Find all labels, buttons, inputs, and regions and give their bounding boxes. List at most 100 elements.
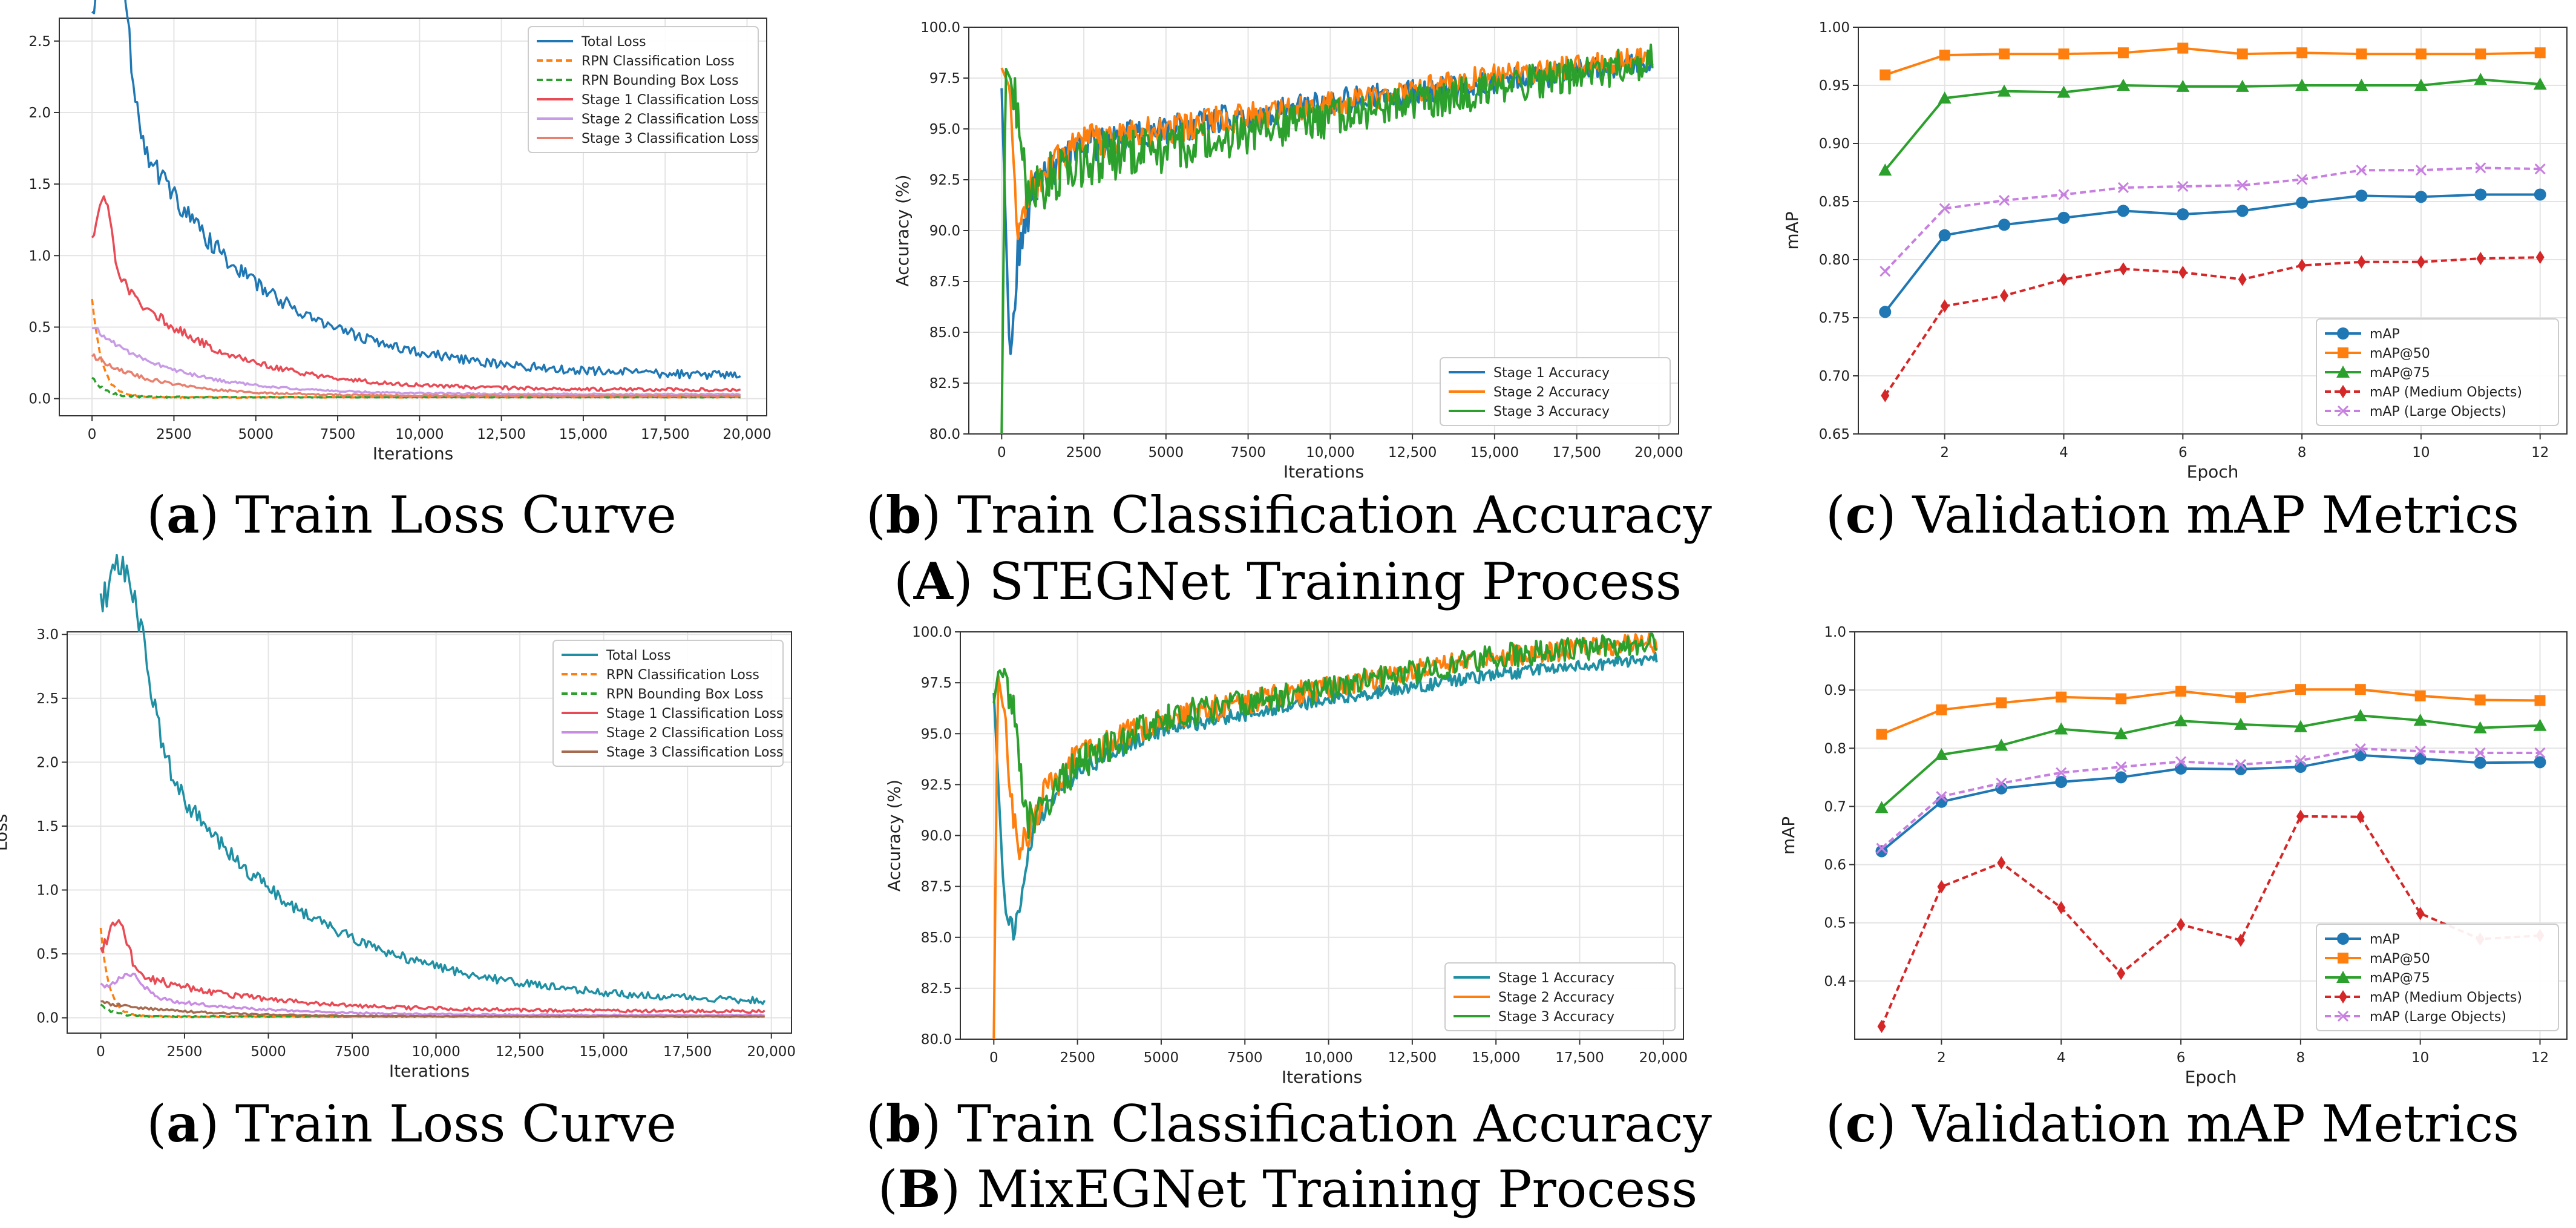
data-point-map-large-objects xyxy=(1880,266,1891,277)
legend-marker-map xyxy=(2337,933,2349,945)
legend-label-stage-1-classification-loss: Stage 1 Classification Loss xyxy=(606,706,783,721)
data-point-map-medium-objects xyxy=(2298,258,2307,272)
x-tick-label: 10,000 xyxy=(411,1044,460,1060)
y-tick-label: 1.0 xyxy=(36,883,59,899)
x-tick-label: 17,500 xyxy=(641,427,689,442)
y-tick-label: 90.0 xyxy=(929,223,960,239)
legend-marker-map xyxy=(2337,327,2349,340)
data-point-map-75 xyxy=(2235,79,2249,92)
data-point-map-75 xyxy=(2054,722,2068,735)
legend-label-stage-2-accuracy: Stage 2 Accuracy xyxy=(1498,990,1614,1005)
data-point-map-75 xyxy=(2295,79,2309,91)
data-point-map-75 xyxy=(2174,714,2188,727)
data-point-map-50 xyxy=(2356,48,2367,60)
legend-label-map-medium-objects: mAP (Medium Objects) xyxy=(2370,990,2522,1005)
x-tick-label: 12,500 xyxy=(1388,1050,1437,1066)
caption-mixegnet-accuracy: (b) Train Classification Accuracy xyxy=(866,1094,1712,1154)
chart-mixegnet-train-accuracy: 0 2500 5000 7500 10,000 12,500 15,000 17,500 20,… xyxy=(884,625,1688,1087)
data-point-map-large-objects xyxy=(2474,747,2486,759)
data-point-map-50 xyxy=(2177,42,2189,54)
data-point-map-large-objects xyxy=(2177,180,2189,192)
y-tick-label: 0.70 xyxy=(1819,369,1850,384)
data-point-map xyxy=(2236,205,2249,217)
series-line-stage-2-classification-loss xyxy=(91,326,741,396)
data-point-map-50 xyxy=(2415,48,2427,60)
data-point-map-75 xyxy=(1935,747,1948,760)
data-point-map-large-objects xyxy=(2295,755,2306,766)
series-line-map xyxy=(1884,193,2540,313)
data-point-map-large-objects xyxy=(2237,180,2248,191)
legend-label-map-50: mAP@50 xyxy=(2370,346,2430,361)
data-point-map xyxy=(2055,776,2068,789)
data-point-map-medium-objects xyxy=(2117,967,2126,980)
x-tick-label: 15,000 xyxy=(1472,1050,1520,1066)
legend-marker-map-50 xyxy=(2338,347,2348,358)
data-point-map-50 xyxy=(2474,694,2486,706)
series-line-map-75 xyxy=(1881,714,2540,809)
data-point-map xyxy=(2414,191,2427,203)
x-tick-label: 10 xyxy=(2412,445,2430,461)
data-point-map-75 xyxy=(2234,717,2247,730)
series-line-map-medium-objects xyxy=(1884,256,2540,396)
y-tick-label: 0.65 xyxy=(1819,427,1850,442)
data-point-map xyxy=(2354,749,2367,761)
legend-box xyxy=(2316,924,2559,1031)
x-tick-label: 2 xyxy=(1937,1050,1946,1066)
data-point-map-75 xyxy=(2413,714,2427,726)
legend-label-rpn-classification-loss: RPN Classification Loss xyxy=(582,54,735,69)
data-point-map-large-objects xyxy=(2235,759,2247,770)
data-point-map-50 xyxy=(1936,704,1947,715)
data-point-map-medium-objects xyxy=(1877,1019,1886,1033)
data-point-map-large-objects xyxy=(2356,165,2367,176)
plot-frame xyxy=(960,631,1684,1040)
data-point-map-medium-objects xyxy=(1881,389,1890,402)
legend-label-map-50: mAP@50 xyxy=(2370,951,2430,967)
data-point-map-large-objects xyxy=(1876,842,1887,854)
legend-label-map-medium-objects: mAP (Medium Objects) xyxy=(2370,385,2522,400)
x-axis-label: Epoch xyxy=(2187,462,2239,482)
series-line-map-50 xyxy=(1881,688,2540,736)
series-line-rpn-classification-loss xyxy=(91,298,741,399)
x-tick-label: 2500 xyxy=(1066,445,1102,461)
y-tick-label: 0.95 xyxy=(1819,78,1850,94)
x-tick-label: 17,500 xyxy=(663,1044,712,1060)
y-axis-label: Accuracy (%) xyxy=(893,174,913,286)
y-tick-label: 100.0 xyxy=(920,20,960,36)
x-tick-label: 4 xyxy=(2059,445,2068,461)
data-point-map-large-objects xyxy=(2117,182,2129,194)
x-tick-label: 7500 xyxy=(335,1044,370,1060)
y-tick-label: 0.8 xyxy=(1824,741,1846,757)
data-point-map-75 xyxy=(2293,720,2307,732)
data-point-map-75 xyxy=(2176,79,2190,92)
data-point-map xyxy=(2294,761,2307,773)
series-line-stage-1-accuracy xyxy=(992,651,1658,941)
data-point-map-50 xyxy=(2056,691,2067,703)
data-point-map-large-objects xyxy=(2355,743,2366,755)
y-tick-label: 1.0 xyxy=(1824,625,1846,640)
data-point-map-50 xyxy=(2235,692,2246,703)
data-point-map-75 xyxy=(1938,91,1952,104)
data-point-map-50 xyxy=(2058,48,2070,60)
data-point-map-large-objects xyxy=(2175,756,2187,767)
data-point-map-75 xyxy=(2474,73,2488,85)
legend-label-stage-3-accuracy: Stage 3 Accuracy xyxy=(1498,1010,1614,1025)
legend-label-stage-2-classification-loss: Stage 2 Classification Loss xyxy=(606,726,783,741)
data-point-map-50 xyxy=(2475,48,2486,60)
x-axis-label: Epoch xyxy=(2185,1067,2237,1087)
x-tick-label: 17,500 xyxy=(1552,445,1601,461)
chart-stegnet-train-accuracy: 0 2500 5000 7500 10,000 12,500 15,000 17,500 20,… xyxy=(893,20,1683,482)
data-point-map-large-objects xyxy=(2534,747,2546,759)
legend-marker-map-75 xyxy=(2336,971,2350,983)
legend-label-map-large-objects: mAP (Large Objects) xyxy=(2370,1010,2506,1025)
y-axis-label: Accuracy (%) xyxy=(884,780,904,891)
y-tick-label: 97.5 xyxy=(929,71,960,87)
data-point-map-large-objects xyxy=(2116,761,2127,773)
data-point-map-50 xyxy=(1876,729,1887,740)
legend-box xyxy=(552,640,784,767)
plot-frame xyxy=(1854,631,2568,1040)
data-point-map xyxy=(2355,189,2368,202)
x-tick-label: 7500 xyxy=(320,427,356,442)
data-point-map-large-objects xyxy=(2058,189,2070,200)
y-tick-label: 3.0 xyxy=(36,627,59,643)
series-line-map-medium-objects xyxy=(1880,815,2540,1027)
